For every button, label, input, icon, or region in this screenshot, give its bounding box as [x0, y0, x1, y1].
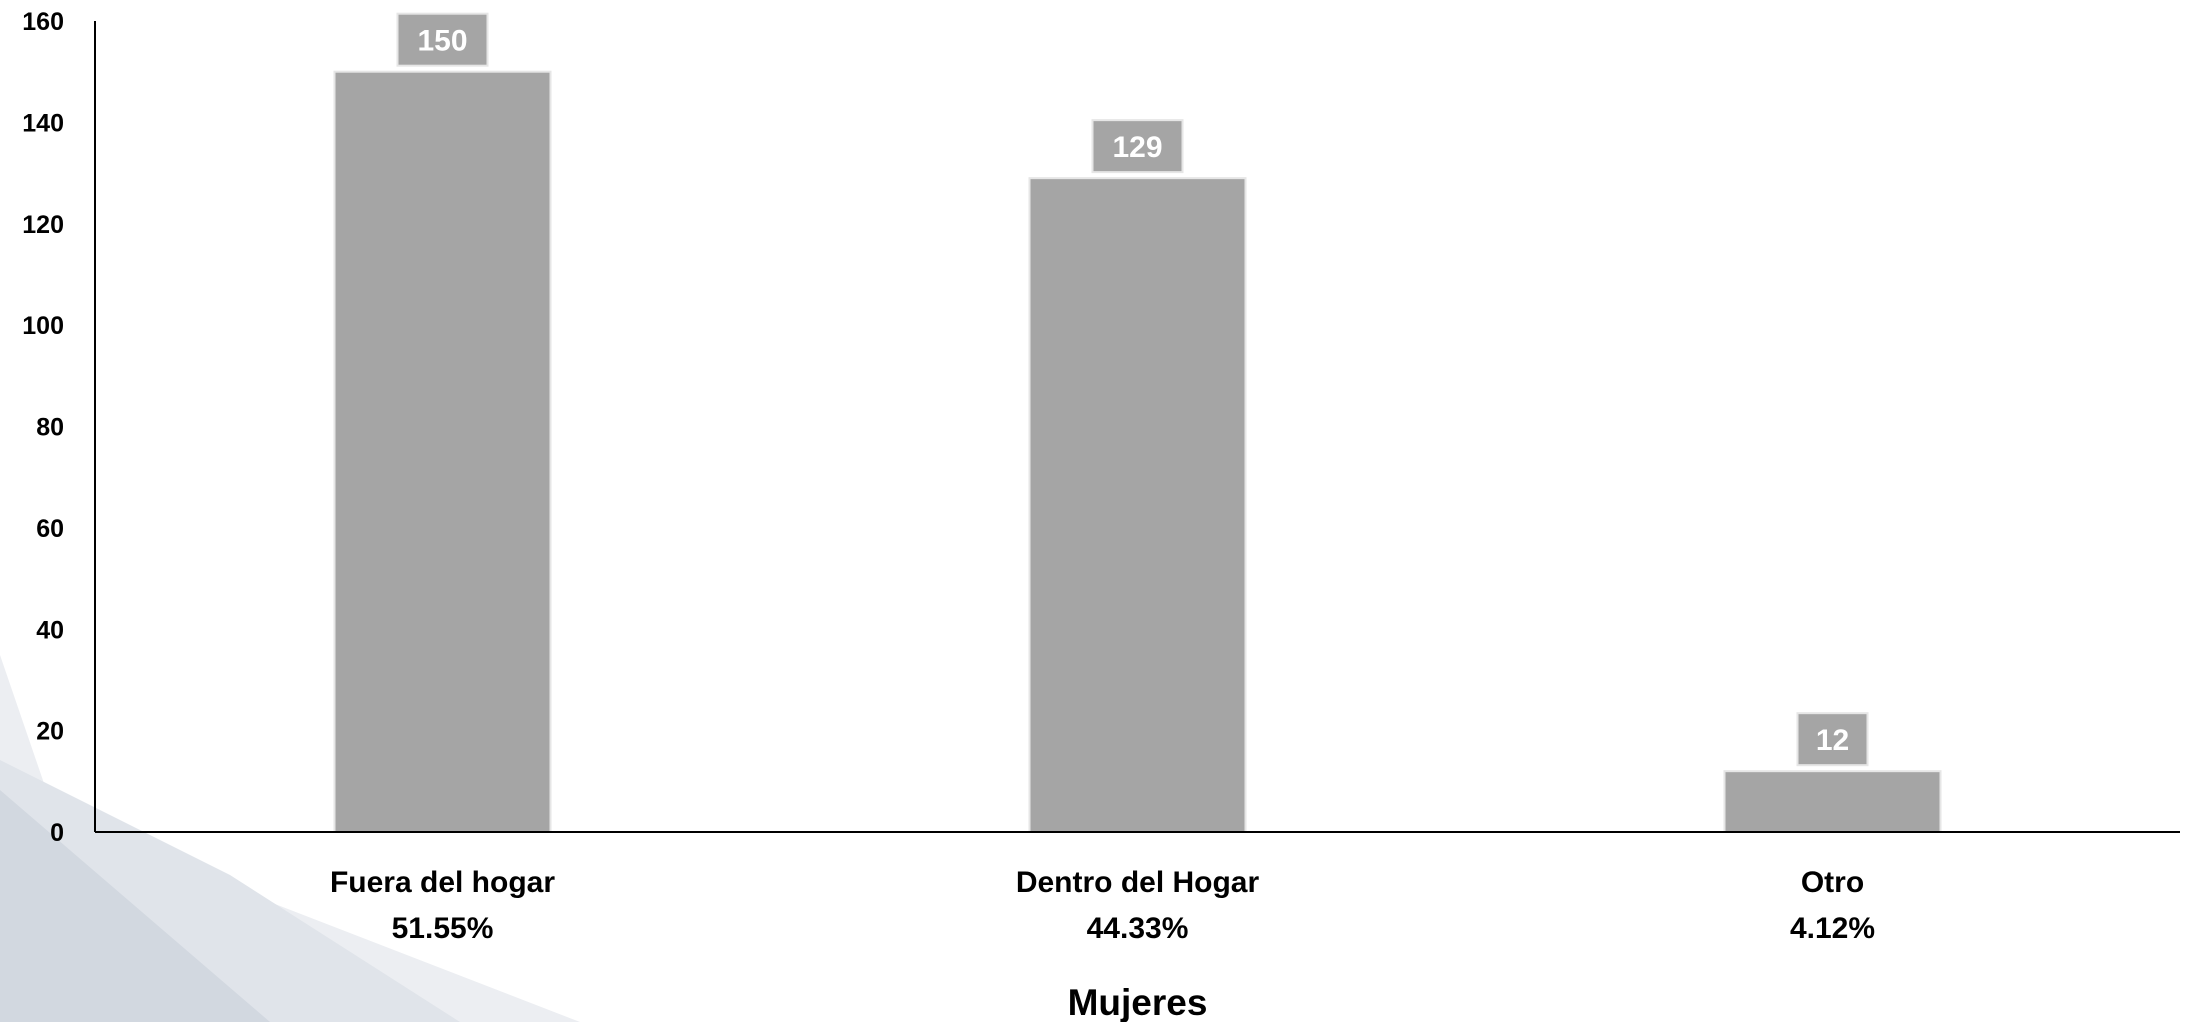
y-tick-label: 160 [22, 8, 64, 36]
category-percentage: 51.55% [392, 912, 494, 945]
background-shape-dark [0, 790, 270, 1022]
data-label: 129 [1112, 131, 1162, 164]
y-axis-ticks: 0 20 40 60 80 100 120 140 160 [22, 8, 64, 847]
x-axis-title: Mujeres [1068, 982, 1208, 1022]
data-label-box [1796, 712, 1869, 767]
category-percentage: 44.33% [1087, 912, 1189, 945]
data-label: 150 [417, 25, 467, 58]
y-tick-label: 120 [22, 211, 64, 239]
category-label: Dentro del Hogar [1016, 866, 1260, 899]
x-axis-categories: Fuera del hogar 51.55% Dentro del Hogar 44.… [330, 866, 1875, 945]
data-label: 12 [1816, 724, 1849, 757]
background-decoration [0, 655, 580, 1022]
bars [333, 70, 1942, 834]
bar [1028, 177, 1247, 834]
bar [333, 70, 552, 833]
y-tick-label: 140 [22, 109, 64, 137]
category-label: Otro [1801, 866, 1864, 899]
category-label: Fuera del hogar [330, 866, 555, 899]
y-tick-label: 20 [36, 718, 64, 746]
data-label-box [396, 12, 489, 67]
data-labels: 150 129 12 [396, 12, 1869, 767]
data-label-box [1091, 119, 1184, 174]
y-tick-label: 40 [36, 616, 64, 644]
y-tick-label: 100 [22, 312, 64, 340]
category-percentage: 4.12% [1790, 912, 1875, 945]
bar [1723, 770, 1942, 833]
y-tick-label: 60 [36, 515, 64, 543]
y-tick-label: 80 [36, 414, 64, 442]
y-tick-label: 0 [50, 819, 64, 847]
